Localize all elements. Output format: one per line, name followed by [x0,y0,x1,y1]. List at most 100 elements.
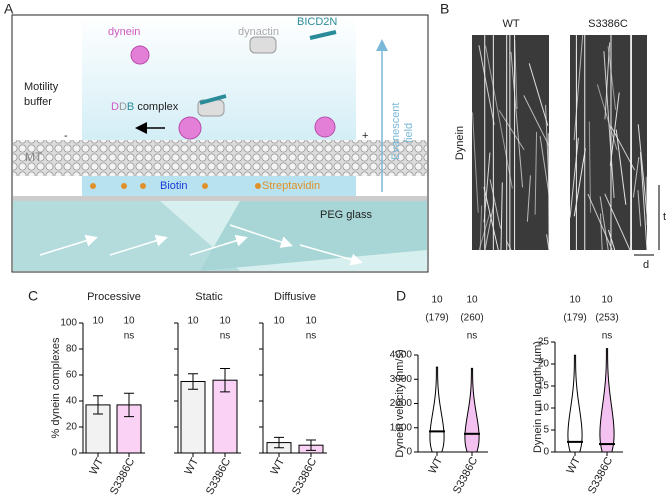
kymo-line [478,45,495,125]
label: dynein [108,26,140,38]
kymo-line [534,131,538,215]
error-bar [124,392,134,418]
y-tick-label: 2000 [390,398,413,409]
kymo-line [569,137,579,218]
kymo-line [604,42,611,120]
violin [567,354,583,453]
kymo-line [526,175,531,222]
y-tick-label: 0 [543,447,549,458]
bar [180,381,206,454]
kymo-line [523,95,550,147]
panel-label: D [396,288,406,304]
charts: Processive% dynein complexes020406080100… [50,291,623,497]
streptavidin-icons [90,183,261,189]
kymo-line [547,133,550,251]
error-bar [93,395,103,415]
annotation: ns [220,331,231,342]
label: MT [25,150,43,164]
annotation: (179) [425,313,448,324]
x-tick-label: WT [269,456,288,477]
annotation: 10 [305,316,317,327]
y-tick-label: 0 [71,448,77,459]
label: - [64,130,68,142]
kymo-line [632,157,640,198]
annotation: (179) [563,313,586,324]
kymo-line [637,190,642,227]
kymo-lines [569,35,648,251]
y-axis-label: Dynein velocity (nm/s) [394,349,406,457]
light-arrows [39,224,363,266]
dynactin-icons [197,36,277,117]
beam [13,201,240,271]
bicd-icons [199,30,337,105]
kymo-line [610,125,636,171]
label: dynactin [238,26,279,38]
kymo-line [587,193,613,251]
label: PEG glass [320,209,372,221]
kymo-line [609,92,620,166]
kymo-line [607,229,616,251]
label: + [362,130,368,142]
annotation: 10 [569,295,581,306]
y-tick-label: 20 [66,422,78,433]
annotation: ns [124,331,135,342]
y-tick-label: 15 [538,381,550,392]
kymo-line [483,186,499,251]
error-bar [188,373,198,390]
annotation: 10 [466,295,478,306]
kymo-line [489,179,502,229]
error-bar [220,368,230,393]
annotation: 10 [123,316,135,327]
error-bar [306,439,316,451]
kymo-line [599,196,609,251]
label: Motility [24,81,59,93]
kymo-line [645,176,648,226]
label: field [403,123,415,143]
annotation: (253) [595,313,618,324]
y-tick-label: 80 [66,344,78,355]
annotation: 10 [431,295,443,306]
streptavidin-layer [82,176,356,196]
annotation: ns [602,331,613,342]
panel-label: B [440,1,449,17]
label: Evanescent [390,103,402,160]
x-tick-label: WT [88,456,107,477]
panel-b: B WT S3386C Dynein t d [440,1,666,271]
y-tick-label: 100 [60,318,77,329]
kymo-lines [472,35,550,251]
peg-layer [13,196,427,201]
label: buffer [24,96,52,108]
dynein-icons [130,45,336,140]
microtubule [13,140,427,176]
kymo-line [604,193,631,251]
label: Streptavidin [262,180,320,192]
label: d [643,259,649,271]
kymo-line [483,152,491,223]
chart-title: Static [195,291,223,303]
x-tick-label: S3386C [586,455,615,496]
chart: Processive % dynein complexes 0 20 40 60 80 100… [50,291,145,497]
error-bar [274,436,284,449]
kymo-line [615,129,627,205]
violin [429,366,445,453]
label: complex [137,101,178,113]
kymo-line [637,124,648,215]
label: Biotin [160,180,188,192]
annotation: 10 [601,295,613,306]
annotation: ns [306,331,317,342]
x-tick-label: S3386C [451,455,480,496]
kymograph [570,35,647,250]
label: BICD2N [297,16,337,28]
label: DDB complex [111,101,179,113]
kymo-line [588,121,592,213]
beam [200,201,427,271]
label: Dynein [454,126,466,160]
kymo-line [485,45,513,189]
kymo-line [505,240,512,251]
ddb-letter: B [127,101,134,113]
annotation: 10 [187,316,199,327]
x-tick-label: WT [565,455,584,476]
ddb-letter: D [119,101,127,113]
annotation: 10 [92,316,104,327]
